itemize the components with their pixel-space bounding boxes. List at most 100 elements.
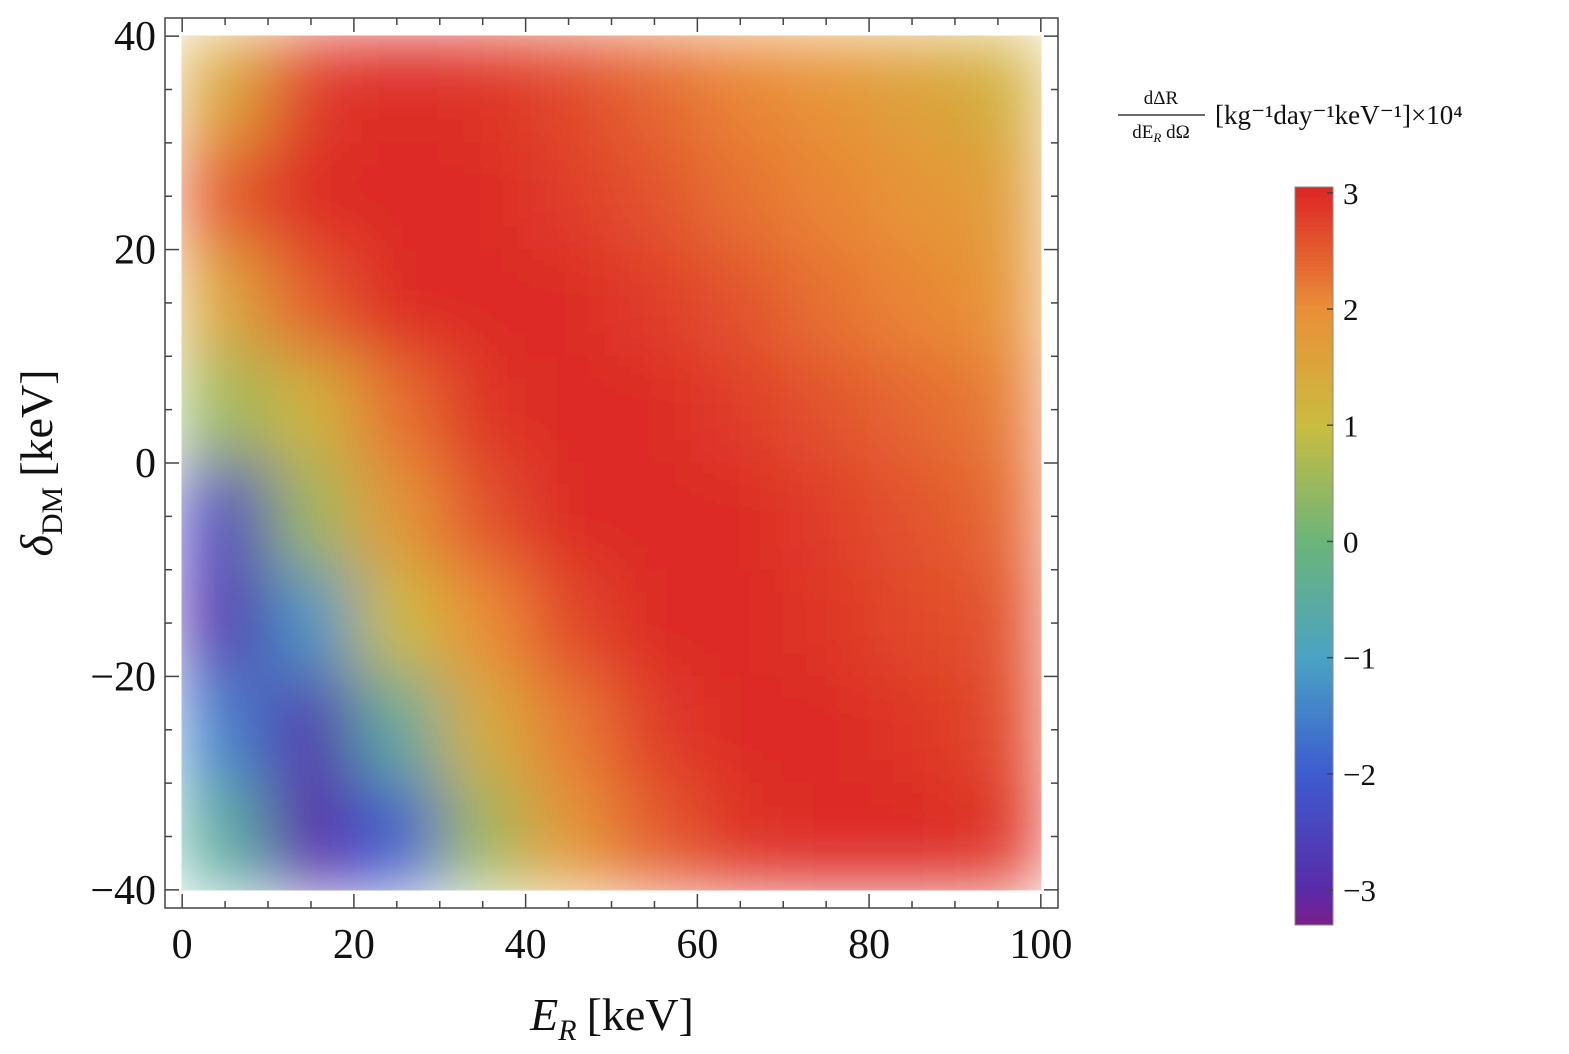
colorbar-segment xyxy=(1295,747,1333,754)
heatmap-cell xyxy=(611,782,698,891)
heatmap-cell xyxy=(868,782,956,891)
colorbar-segment xyxy=(1295,201,1333,208)
heatmap-cell xyxy=(696,249,784,357)
colorbar-segment xyxy=(1295,407,1333,414)
heatmap-cell xyxy=(696,142,784,251)
colorbar-tick-label: 1 xyxy=(1343,408,1359,443)
colorbar-segment xyxy=(1295,486,1333,493)
heatmap-cell xyxy=(954,782,1042,891)
colorbar-segment xyxy=(1295,279,1333,286)
heatmap-cell xyxy=(954,355,1042,464)
heatmap-cell xyxy=(868,35,956,144)
colorbar-segment xyxy=(1295,703,1333,710)
colorbar-segment xyxy=(1295,816,1333,823)
colorbar-segment xyxy=(1295,294,1333,301)
heatmap-cell xyxy=(782,35,870,144)
colorbar-units: [kg⁻¹day⁻¹keV⁻¹]×10⁴ xyxy=(1215,100,1463,130)
colorbar-tick-label: 3 xyxy=(1343,176,1359,211)
colorbar-segment xyxy=(1295,663,1333,670)
colorbar-segment xyxy=(1295,230,1333,237)
colorbar-segment xyxy=(1295,358,1333,365)
colorbar-segment xyxy=(1295,402,1333,409)
heatmap-cell xyxy=(353,142,441,251)
y-tick-label: −40 xyxy=(90,868,156,914)
heatmap-cell xyxy=(782,782,870,891)
heatmap-cell xyxy=(525,569,612,677)
colorbar-tick-label: −3 xyxy=(1343,873,1376,908)
colorbar-segment xyxy=(1295,585,1333,591)
colorbar-segment xyxy=(1295,786,1333,793)
axes: 0 20 40 60 80 100 −40 −20 0 20 40 xyxy=(90,14,1072,968)
colorbar-segment xyxy=(1295,688,1333,695)
colorbar-segment xyxy=(1295,324,1333,331)
colorbar-segment xyxy=(1295,462,1333,468)
colorbar-segment xyxy=(1295,717,1333,724)
y-label-symbol: δ xyxy=(11,535,62,557)
colorbar-segment xyxy=(1295,565,1333,572)
colorbar-segment xyxy=(1295,255,1333,262)
colorbar-segment xyxy=(1295,737,1333,744)
heatmap-cell xyxy=(353,462,441,571)
colorbar-segment xyxy=(1295,432,1333,439)
colorbar-segment xyxy=(1295,319,1333,326)
colorbar-segment xyxy=(1295,826,1333,833)
colorbar-segment xyxy=(1295,550,1333,557)
colorbar-segment xyxy=(1295,388,1333,395)
heatmap-cell xyxy=(181,569,269,677)
colorbar-segment xyxy=(1295,742,1333,749)
colorbar-segment xyxy=(1295,580,1333,587)
colorbar-segment xyxy=(1295,629,1333,636)
colorbar-segment xyxy=(1295,196,1333,203)
denominator-subscript: R xyxy=(1152,130,1161,145)
colorbar-segment xyxy=(1295,339,1333,345)
colorbar-segment xyxy=(1295,501,1333,508)
colorbar-segment xyxy=(1295,644,1333,650)
colorbar-segment xyxy=(1295,619,1333,626)
colorbar-tick-label: −1 xyxy=(1343,641,1376,676)
heatmap-cell xyxy=(611,355,698,464)
colorbar-segment xyxy=(1295,368,1333,375)
colorbar-segment xyxy=(1295,481,1333,488)
colorbar-label: dΔR dER dΩ [kg⁻¹day⁻¹keV⁻¹]×10⁴ xyxy=(1118,88,1463,145)
colorbar-segment xyxy=(1295,329,1333,336)
colorbar-segment xyxy=(1295,712,1333,719)
colorbar-segment xyxy=(1295,447,1333,454)
colorbar-tick-label: 2 xyxy=(1343,292,1359,327)
colorbar-segment xyxy=(1295,722,1333,729)
colorbar-segment xyxy=(1295,821,1333,828)
heatmap-cell xyxy=(954,249,1042,357)
colorbar-segment xyxy=(1295,240,1333,247)
colorbar: −3 −2 −1 0 1 2 3 xyxy=(1294,176,1376,926)
heatmap-cell xyxy=(868,249,956,357)
colorbar-segment xyxy=(1295,698,1333,705)
colorbar-segment xyxy=(1295,363,1333,370)
heatmap-cell xyxy=(782,675,870,784)
colorbar-segment xyxy=(1295,496,1333,503)
x-label-symbol: E xyxy=(529,989,558,1040)
x-tick-label: 40 xyxy=(505,922,547,968)
heatmap-cell xyxy=(868,355,956,464)
heatmap-cell xyxy=(696,569,784,677)
colorbar-segment xyxy=(1295,353,1333,360)
colorbar-segment xyxy=(1295,806,1333,813)
heatmap-cell xyxy=(181,462,269,571)
heatmap-cell xyxy=(267,462,355,571)
heatmap-cell xyxy=(181,142,269,251)
heatmap-cell xyxy=(525,142,612,251)
colorbar-segment xyxy=(1295,890,1333,896)
colorbar-segment xyxy=(1295,525,1333,532)
colorbar-segment xyxy=(1295,555,1333,562)
colorbar-segment xyxy=(1295,762,1333,769)
colorbar-segment xyxy=(1295,673,1333,680)
heatmap-cell xyxy=(439,569,527,677)
y-tick-label: −20 xyxy=(90,654,156,700)
heatmap-cell xyxy=(611,569,698,677)
heatmap-cell xyxy=(439,675,527,784)
x-tick-label: 0 xyxy=(172,922,193,968)
colorbar-segment xyxy=(1295,412,1333,419)
x-tick-label: 60 xyxy=(676,922,718,968)
heatmap-cell xyxy=(267,35,355,144)
heatmap-cell xyxy=(439,249,527,357)
colorbar-segment xyxy=(1295,225,1333,232)
